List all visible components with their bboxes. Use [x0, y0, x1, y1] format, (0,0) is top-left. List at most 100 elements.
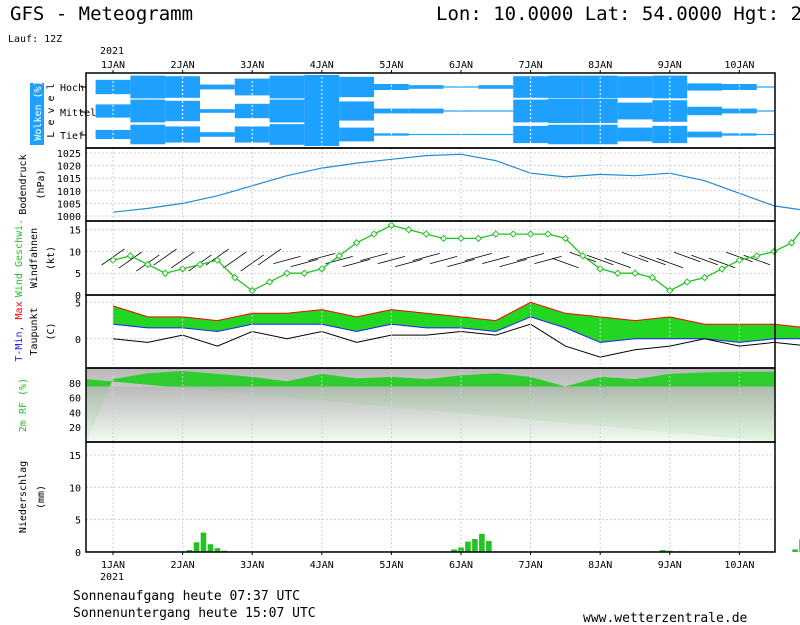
panel-frame	[85, 220, 776, 296]
date-label-top: 6JAN	[449, 60, 473, 71]
cloud-cell	[339, 76, 374, 98]
cloud-cell	[617, 102, 653, 120]
cloud-cell	[478, 110, 514, 112]
cloud-cell	[617, 127, 653, 142]
wind-tick-label: 5	[75, 269, 81, 280]
precipitation-axis-label: Niederschlag	[18, 461, 29, 533]
cloud-cell	[687, 106, 722, 116]
precipitation-tick-label: 10	[69, 483, 81, 494]
wind-speed-point	[213, 256, 222, 264]
wind-speed-point	[561, 234, 570, 243]
pressure-tick-label: 1015	[57, 174, 81, 185]
precipitation-bar	[458, 547, 464, 552]
precipitation-tick-label: 15	[69, 451, 81, 462]
temperature-range-area	[113, 302, 800, 343]
tmax-line	[112, 301, 800, 328]
wind-barb	[743, 254, 771, 266]
date-label-bottom: 4JAN	[310, 560, 334, 571]
pressure-axis-label: Bodendruck	[18, 154, 29, 214]
cloud-cell	[269, 124, 305, 145]
pressure-tick-label: 1000	[57, 212, 81, 223]
cloud-cell	[130, 124, 166, 145]
date-label-top: 9JAN	[658, 60, 682, 71]
date-label-bottom: 6JAN	[449, 560, 473, 571]
wind-barb	[552, 257, 579, 269]
humidity-axis-label: 2m RF (%)	[18, 378, 29, 432]
precipitation-bar	[792, 549, 798, 552]
wind-barb	[534, 255, 562, 265]
date-label-top: 5JAN	[379, 60, 403, 71]
wind-speed-line	[112, 224, 800, 292]
wind-tick-label: 15	[69, 226, 81, 237]
wind-unit-label: (kt)	[46, 246, 57, 270]
wind-speed-point	[753, 252, 761, 260]
page-title: GFS - Meteogramm	[10, 3, 193, 25]
wind-speed-point	[196, 260, 204, 269]
wind-barb	[273, 255, 301, 265]
wind-barb	[464, 252, 493, 262]
wind-barb	[499, 258, 527, 268]
wind-tick-label: 10	[69, 247, 81, 258]
date-label-top: 3JAN	[240, 60, 264, 71]
wind-barb	[482, 255, 510, 265]
pressure-tick-label: 1020	[57, 162, 81, 173]
cloud-cell	[339, 127, 374, 142]
precipitation-bar	[465, 541, 471, 552]
sunrise-text: Sonnenaufgang heute 07:37 UTC	[73, 589, 300, 604]
precipitation-bar	[660, 550, 666, 552]
wind-barb	[153, 248, 177, 266]
pressure-tick-label: 1025	[57, 149, 81, 160]
date-label-bottom: 9JAN	[658, 560, 682, 571]
wind-speed-point	[700, 273, 709, 282]
pressure-line	[112, 153, 800, 213]
wind-speed-point	[231, 273, 239, 282]
wind-speed-point	[335, 252, 343, 260]
run-label: Lauf: 12Z	[8, 34, 62, 45]
date-axis-top: 1JAN 2JAN 3JAN 4JAN 5JAN 6JAN 7JAN 8JAN 9JAN 10JA…	[101, 60, 755, 71]
cloud-cell	[756, 86, 775, 88]
cloud-cell	[478, 85, 514, 89]
date-label-top: 4JAN	[310, 60, 334, 71]
humidity-tick-label: 80	[69, 379, 81, 390]
cloud-cell	[200, 109, 235, 113]
dewpoint-line	[112, 323, 800, 358]
wind-barb	[395, 258, 423, 268]
wind-speed-point	[492, 230, 500, 238]
precipitation-bar	[186, 550, 193, 552]
cloud-cell	[548, 75, 583, 99]
cloud-cell	[617, 76, 653, 98]
cloud-level-label: Hoch	[60, 83, 84, 94]
wind-speed-point	[596, 265, 604, 273]
precipitation-bar	[486, 541, 492, 552]
humidity-panel: 20 40 60 80 2m RF (%)	[18, 368, 775, 442]
temperature-panel: 0 5 T-Min, Max Taupunkt (C)	[14, 298, 800, 362]
year-label-bottom: 2021	[100, 572, 124, 583]
pressure-tick-label: 1005	[57, 199, 81, 210]
wind-barb	[290, 258, 319, 268]
precipitation-bar	[200, 532, 207, 552]
cloud-cell	[478, 133, 514, 136]
cloud-level-label: Tief	[60, 131, 84, 142]
precipitation-unit-label: (mm)	[36, 485, 47, 509]
date-label-top: 8JAN	[588, 60, 612, 71]
frames	[85, 70, 776, 555]
precipitation-bar	[207, 544, 214, 552]
wind-speed-point	[579, 252, 587, 260]
humidity-tick-label: 60	[69, 394, 81, 405]
cloud-cell	[548, 99, 583, 123]
wind-speed-point	[422, 230, 430, 238]
date-label-bottom: 5JAN	[379, 560, 403, 571]
wind-barb	[360, 252, 388, 262]
wind-barb	[170, 251, 195, 269]
wind-tick-label: 0	[75, 291, 81, 302]
cloud-cell	[408, 85, 444, 89]
wind-barb	[342, 258, 371, 268]
location-readout: Lon: 10.0000 Lat: 54.0000 Hgt: 2	[436, 3, 800, 25]
cloud-cell	[130, 75, 166, 99]
wind-barbs	[101, 248, 771, 272]
wind-speed-point	[109, 256, 117, 264]
temperature-tick-label: 0	[75, 335, 81, 346]
wind-barb	[673, 251, 701, 263]
